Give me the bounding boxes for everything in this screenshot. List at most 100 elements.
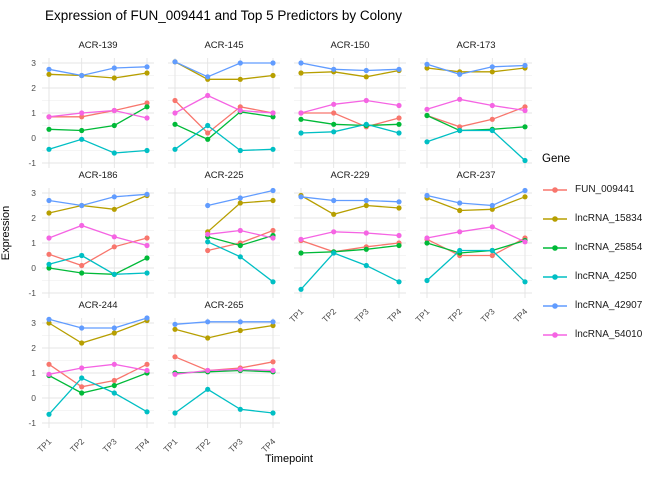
data-point-lncRNA_54010 <box>363 230 369 236</box>
data-point-lncRNA_54010 <box>270 110 276 116</box>
data-point-lncRNA_4250 <box>270 279 276 285</box>
series-line-lncRNA_4250 <box>48 377 148 415</box>
data-point-lncRNA_42907 <box>237 60 243 66</box>
facet-ACR-244: ACR-244 3 2 1 0 -1 TP1 TP2 TP3 TP4 <box>28 300 154 454</box>
data-point-lncRNA_54010 <box>363 97 369 104</box>
data-point-lncRNA_54010 <box>111 361 117 367</box>
data-point-lncRNA_42907 <box>46 197 52 204</box>
x-tick-label: TP4 <box>133 436 151 454</box>
x-tick-label: TP3 <box>227 436 245 454</box>
data-point-lncRNA_54010 <box>172 371 178 377</box>
data-point-lncRNA_42907 <box>237 195 243 201</box>
data-point-lncRNA_54010 <box>424 106 430 112</box>
data-point-lncRNA_4250 <box>424 277 430 284</box>
data-point-FUN_009441 <box>205 130 211 136</box>
series-line-lncRNA_54010 <box>48 363 148 375</box>
y-tick-label: -1 <box>28 288 36 298</box>
data-point-lncRNA_54010 <box>205 367 211 374</box>
x-tick-label: TP2 <box>446 306 464 324</box>
data-point-lncRNA_54010 <box>172 110 178 116</box>
data-point-lncRNA_25854 <box>144 255 150 261</box>
y-tick-label: 3 <box>31 318 36 328</box>
data-point-lncRNA_4250 <box>237 254 243 260</box>
data-point-lncRNA_42907 <box>144 315 150 321</box>
data-point-lncRNA_54010 <box>522 107 528 114</box>
data-point-lncRNA_4250 <box>331 250 337 256</box>
series-line-lncRNA_15834 <box>48 72 148 79</box>
data-point-lncRNA_54010 <box>144 242 150 249</box>
series-line-lncRNA_54010 <box>174 94 274 114</box>
data-point-lncRNA_15834 <box>111 206 117 212</box>
series-line-lncRNA_25854 <box>300 244 400 254</box>
series-line-lncRNA_42907 <box>300 62 400 72</box>
x-tick-label: TP3 <box>479 306 497 324</box>
data-point-lncRNA_42907 <box>111 325 117 331</box>
data-point-lncRNA_4250 <box>172 410 178 416</box>
series-line-lncRNA_4250 <box>300 123 400 134</box>
x-tick-label: TP1 <box>413 306 431 324</box>
data-point-lncRNA_25854 <box>270 114 276 120</box>
facet-ACR-229: ACR-229 TP1 TP2 TP3 TP4 <box>287 170 406 324</box>
series-line-lncRNA_42907 <box>48 317 148 329</box>
data-point-lncRNA_42907 <box>489 64 495 70</box>
legend-item-label: lncRNA_4250 <box>575 271 637 282</box>
data-point-lncRNA_4250 <box>205 386 211 392</box>
x-tick-label: TP4 <box>385 306 403 324</box>
data-point-FUN_009441 <box>457 124 463 130</box>
data-point-lncRNA_25854 <box>172 121 178 127</box>
x-tick-label: TP2 <box>68 436 86 454</box>
facet-ACR-186: ACR-186 3 2 1 0 -1 <box>28 170 154 298</box>
legend-title: Gene <box>542 153 571 165</box>
data-point-lncRNA_15834 <box>111 330 117 336</box>
facet-strip-label: ACR-186 <box>78 170 117 181</box>
facet-ACR-139: ACR-139 3 2 1 0 -1 <box>28 40 154 168</box>
data-point-lncRNA_25854 <box>205 136 211 142</box>
data-point-lncRNA_54010 <box>331 101 337 107</box>
series-line-FUN_009441 <box>300 239 400 253</box>
data-point-lncRNA_54010 <box>270 235 276 241</box>
x-tick-label: TP3 <box>353 306 371 324</box>
data-point-FUN_009441 <box>79 384 85 390</box>
data-point-FUN_009441 <box>46 251 52 257</box>
data-point-lncRNA_42907 <box>79 72 85 79</box>
chart-title: Expression of FUN_009441 and Top 5 Predi… <box>45 8 402 23</box>
series-line-lncRNA_54010 <box>48 224 148 247</box>
data-point-FUN_009441 <box>172 354 178 360</box>
data-point-lncRNA_4250 <box>237 406 243 412</box>
data-point-lncRNA_25854 <box>111 122 117 129</box>
data-point-lncRNA_15834 <box>489 69 495 75</box>
data-point-lncRNA_15834 <box>298 70 304 76</box>
data-point-lncRNA_25854 <box>79 127 85 134</box>
data-point-lncRNA_25854 <box>363 246 369 252</box>
data-point-lncRNA_42907 <box>522 62 528 69</box>
data-point-lncRNA_54010 <box>457 96 463 102</box>
data-point-lncRNA_42907 <box>172 59 178 65</box>
data-point-lncRNA_15834 <box>237 76 243 82</box>
data-point-lncRNA_25854 <box>111 382 117 389</box>
y-tick-label: -1 <box>28 418 36 428</box>
data-point-lncRNA_25854 <box>144 104 150 110</box>
data-point-lncRNA_4250 <box>79 375 85 381</box>
facet-ACR-225: ACR-225 <box>168 170 280 298</box>
data-point-lncRNA_42907 <box>270 187 276 194</box>
legend-item-lncRNA_4250: lncRNA_4250 <box>542 262 642 291</box>
legend-item-label: lncRNA_15834 <box>575 213 643 224</box>
data-point-FUN_009441 <box>331 110 337 116</box>
data-point-lncRNA_4250 <box>46 411 52 417</box>
data-point-FUN_009441 <box>489 252 495 259</box>
data-point-lncRNA_15834 <box>79 340 85 346</box>
data-point-lncRNA_42907 <box>111 194 117 200</box>
facet-ACR-150: ACR-150 <box>294 40 406 168</box>
data-point-lncRNA_42907 <box>46 316 52 322</box>
data-point-lncRNA_4250 <box>205 122 211 129</box>
series-line-FUN_009441 <box>426 237 526 257</box>
legend-item-lncRNA_54010: lncRNA_54010 <box>542 320 642 349</box>
data-point-lncRNA_4250 <box>489 247 495 254</box>
legend-item-lncRNA_42907: lncRNA_42907 <box>542 291 642 320</box>
data-point-lncRNA_42907 <box>363 197 369 204</box>
series-line-lncRNA_4250 <box>174 388 274 414</box>
data-point-lncRNA_54010 <box>205 92 211 99</box>
data-point-lncRNA_25854 <box>424 112 430 119</box>
data-point-lncRNA_42907 <box>489 202 495 209</box>
data-point-lncRNA_54010 <box>237 366 243 372</box>
